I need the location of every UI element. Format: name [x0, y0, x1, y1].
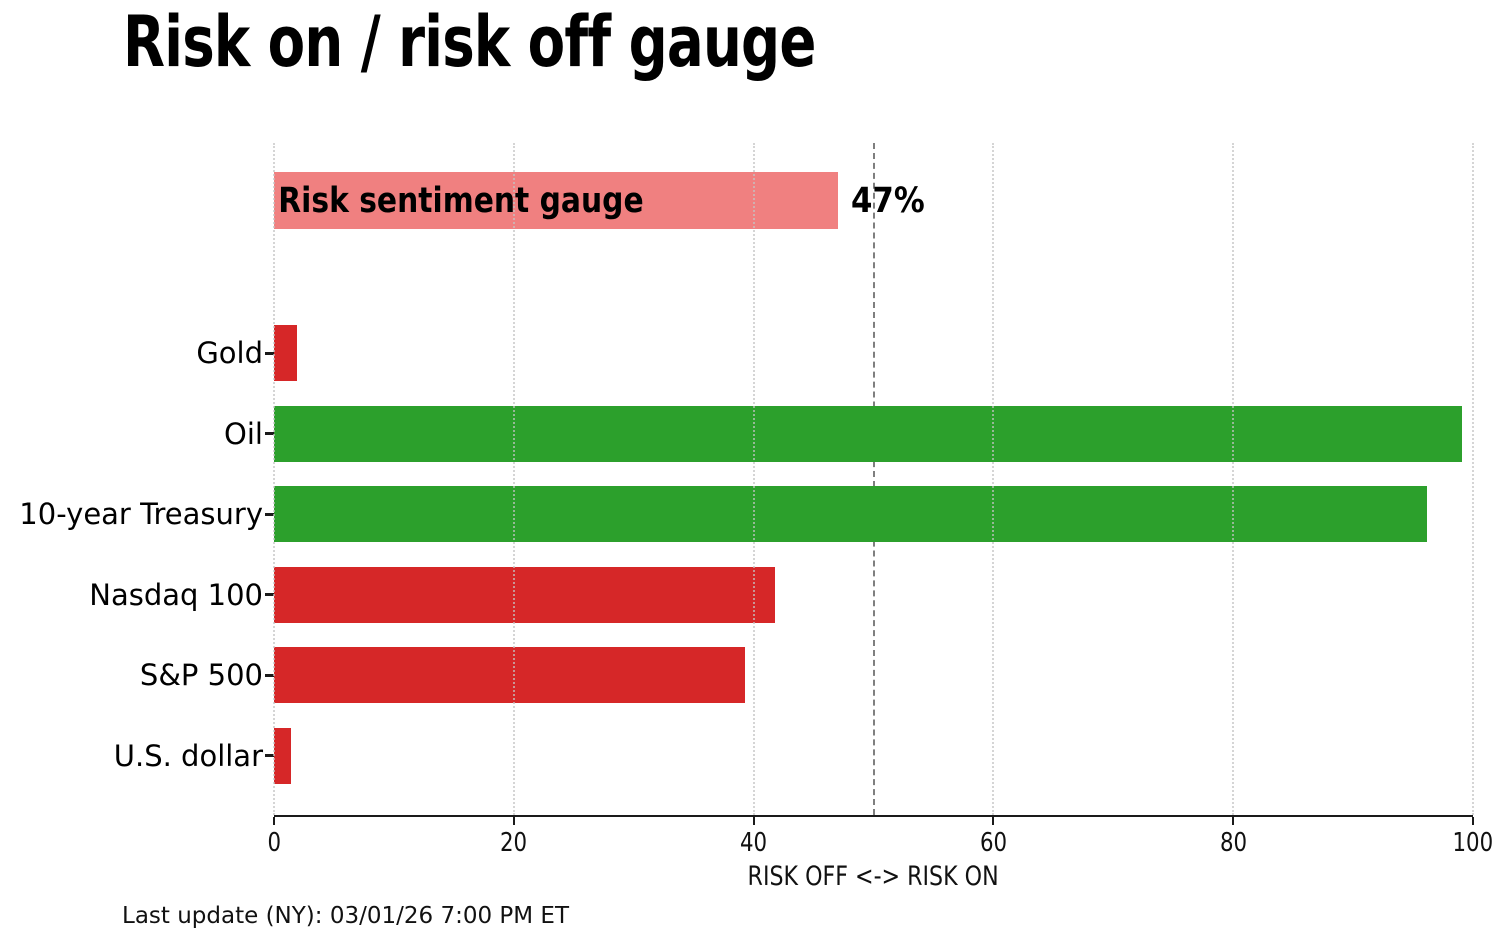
gridline	[992, 143, 995, 815]
x-tick-label: 40	[709, 828, 799, 858]
x-tick-label: 20	[469, 828, 559, 858]
x-tick-label-text: 0	[267, 828, 281, 858]
category-bar	[274, 727, 291, 784]
category-bar	[274, 566, 776, 623]
x-tick-label-text: 100	[1452, 828, 1494, 858]
x-tick-label-text: 80	[1219, 828, 1247, 858]
y-axis-label: S&P 500	[139, 658, 263, 693]
y-tick-mark	[265, 512, 274, 516]
last-update-note: Last update (NY): 03/01/26 7:00 PM ET	[122, 903, 570, 929]
gauge-value-label: 47%	[851, 172, 935, 229]
gauge-bar: Risk sentiment gauge	[274, 172, 838, 229]
category-bar	[274, 405, 1463, 462]
category-bar	[274, 647, 746, 704]
x-tick-label: 0	[229, 828, 319, 858]
y-axis-label: 10-year Treasury	[19, 497, 263, 532]
x-tick-label: 60	[948, 828, 1038, 858]
y-axis-label: U.S. dollar	[113, 738, 263, 773]
x-tick-label: 80	[1188, 828, 1278, 858]
gridline	[1232, 143, 1235, 815]
x-tick-mark	[992, 817, 995, 825]
x-tick-mark	[752, 817, 755, 825]
fifty-percent-reference-line	[872, 143, 875, 815]
gauge-label: Risk sentiment gauge	[278, 180, 644, 221]
category-bar	[274, 325, 297, 382]
y-tick-mark	[265, 351, 274, 355]
plot-area: Risk sentiment gauge 47% RISK OFF <-> RI…	[19, 143, 1493, 892]
x-tick-label-text: 40	[740, 828, 768, 858]
gridline	[1472, 143, 1474, 815]
gridline	[273, 143, 275, 815]
x-tick-mark	[1232, 817, 1235, 825]
gridline	[752, 143, 755, 815]
y-axis-label: Gold	[196, 336, 263, 371]
x-axis-label-text: RISK OFF <-> RISK ON	[747, 861, 1000, 892]
x-tick-label: 100	[1428, 828, 1509, 858]
y-tick-mark	[265, 673, 274, 677]
x-tick-label-text: 60	[979, 828, 1007, 858]
x-tick-mark	[273, 817, 275, 825]
y-axis-label: Nasdaq 100	[89, 577, 263, 612]
x-tick-label-text: 20	[500, 828, 528, 858]
y-tick-mark	[265, 593, 274, 597]
x-axis-label: RISK OFF <-> RISK ON	[274, 861, 1473, 892]
gridline	[512, 143, 515, 815]
y-axis-label: Oil	[224, 416, 263, 451]
chart-title: Risk on / risk off gauge	[123, 1, 816, 83]
y-tick-mark	[265, 432, 274, 436]
x-tick-mark	[512, 817, 515, 825]
category-bar	[274, 486, 1428, 543]
x-tick-mark	[1472, 817, 1474, 825]
y-tick-mark	[265, 754, 274, 758]
gauge-value-text: 47%	[850, 180, 925, 221]
